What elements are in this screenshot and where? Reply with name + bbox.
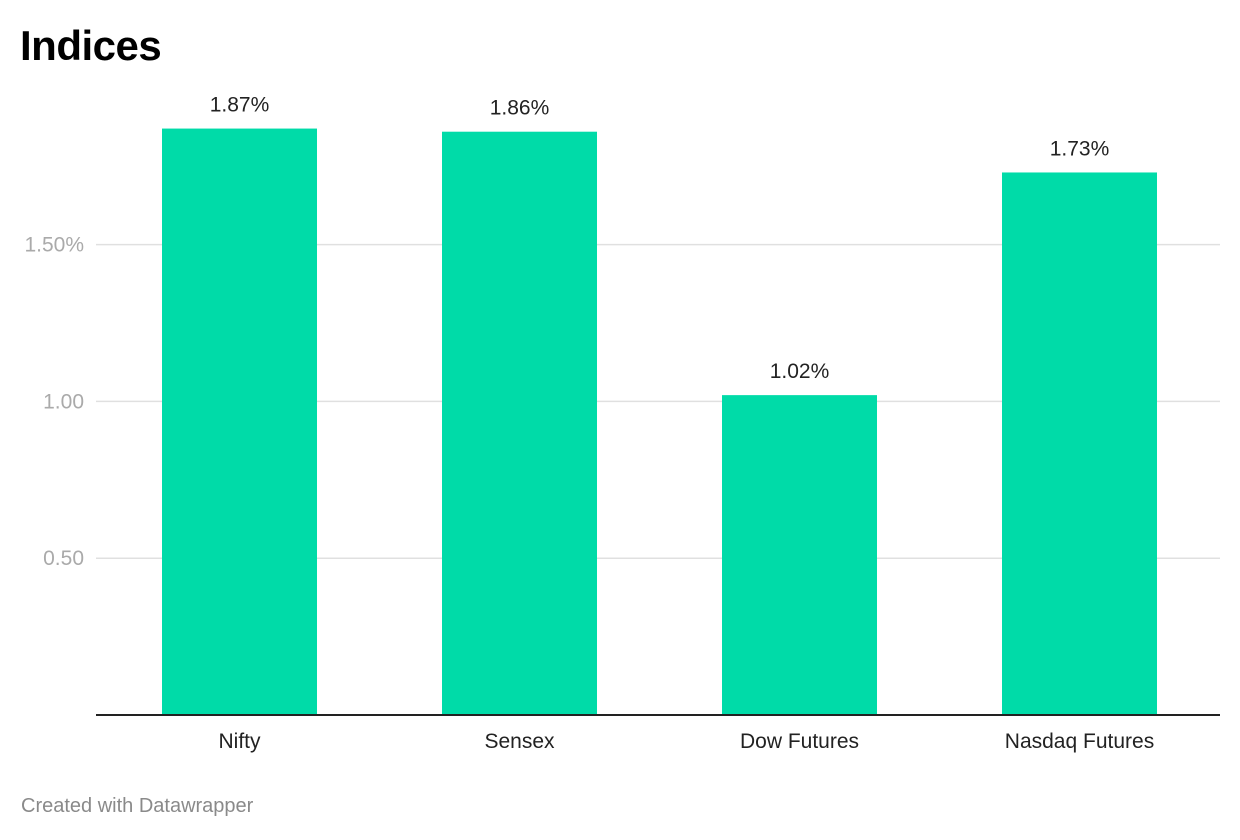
x-tick-label: Dow Futures: [740, 730, 859, 753]
y-tick-label: 1.50%: [24, 234, 84, 257]
bar-sensex: [442, 131, 597, 716]
bar-dow-futures: [722, 395, 877, 715]
bars: [162, 128, 1157, 716]
credit-text: Created with Datawrapper: [21, 795, 254, 817]
x-tick-label: Nifty: [219, 730, 262, 753]
bar-value-label: 1.73%: [1050, 137, 1110, 160]
chart-title: Indices: [20, 22, 162, 69]
bar-nifty: [162, 128, 317, 715]
y-axis-tick-labels: 0.50 1.00 1.50%: [24, 234, 84, 571]
x-tick-label: Sensex: [484, 730, 555, 753]
bar-value-label: 1.87%: [210, 94, 270, 117]
bar-value-label: 1.02%: [770, 360, 830, 383]
x-tick-label: Nasdaq Futures: [1005, 730, 1154, 753]
y-tick-label: 0.50: [43, 547, 84, 570]
bar-nasdaq-futures: [1002, 172, 1157, 716]
bar-value-label: 1.86%: [490, 97, 550, 120]
bar-value-labels: 1.87% 1.86% 1.02% 1.73%: [210, 94, 1110, 384]
y-tick-label: 1.00: [43, 390, 84, 413]
x-axis-category-labels: Nifty Sensex Dow Futures Nasdaq Futures: [219, 730, 1155, 753]
